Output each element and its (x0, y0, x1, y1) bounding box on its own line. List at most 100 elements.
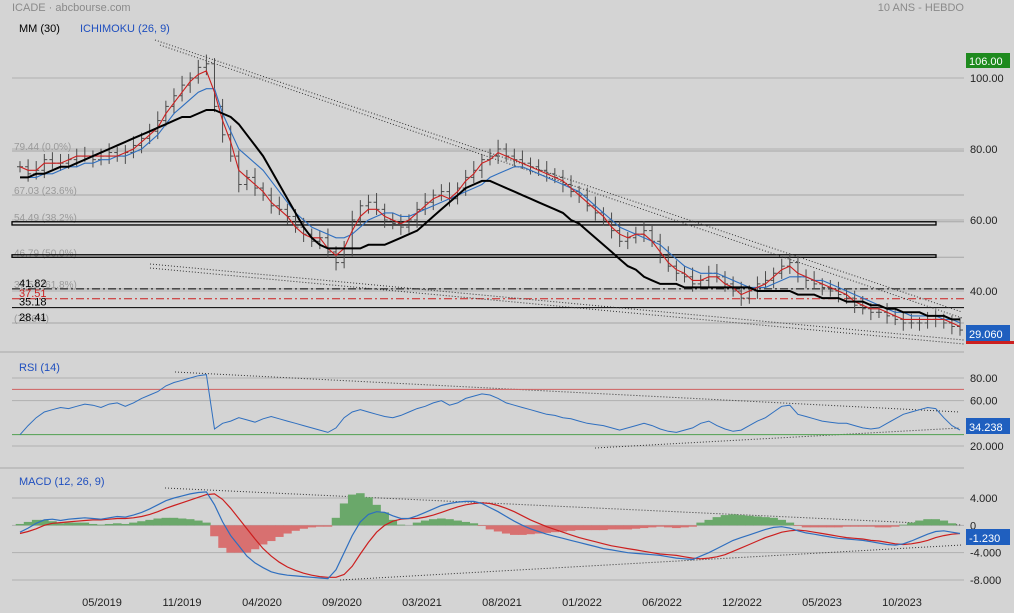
macd-signal-line (19, 493, 961, 578)
macd-tick-label: -4.000 (970, 548, 1001, 560)
mm-legend: MM (30) (19, 23, 60, 35)
macd-histogram-bar (477, 525, 487, 527)
resistance-zone (11, 254, 937, 258)
macd-histogram-bar (550, 525, 560, 533)
macd-histogram-bar (234, 525, 244, 553)
price-tick-label: 60.00 (970, 215, 998, 227)
macd-histogram-bar (631, 525, 641, 529)
macd-histogram-bar (745, 515, 754, 526)
macd-histogram-bar (428, 519, 438, 526)
rsi-title: RSI (14) (19, 362, 60, 374)
macd-histogram-bar (720, 515, 730, 526)
macd-histogram-bar (542, 525, 552, 533)
macd-histogram-bar (534, 525, 543, 534)
macd-histogram-bar (153, 518, 163, 526)
macd-value-badge-bg (966, 529, 1010, 545)
macd-histogram-bar (680, 525, 689, 528)
macd-histogram-bar (615, 525, 624, 530)
macd-histogram-bar (331, 517, 341, 526)
fib-level-label: (78.6%) (14, 314, 49, 325)
macd-histogram-bar (437, 518, 446, 526)
macd-histogram-bar (582, 525, 592, 531)
macd-histogram-bar (323, 525, 333, 527)
x-tick-label: 09/2020 (322, 597, 362, 609)
macd-histogram-bar (129, 522, 138, 526)
macd-histogram-bar (939, 520, 949, 526)
price-tick-label: 100.00 (970, 73, 1004, 85)
macd-histogram-bar (890, 525, 900, 527)
macd-histogram-bar (315, 525, 325, 527)
macd-histogram-bar (469, 523, 479, 526)
rsi-line (19, 374, 961, 436)
rsi-tick-label: 60.00 (970, 396, 998, 408)
macd-histogram-bar (202, 522, 211, 526)
macd-histogram-bar (347, 494, 357, 526)
price-trendline-upper-2 (159, 44, 963, 319)
macd-histogram-bar (412, 522, 422, 526)
x-tick-label: 10/2023 (882, 597, 922, 609)
macd-histogram-bar (858, 525, 868, 527)
macd-histogram-bar (169, 517, 179, 526)
macd-histogram-bar (915, 520, 924, 526)
macd-histogram-bar (80, 522, 90, 526)
macd-histogram-bar (445, 519, 454, 526)
macd-histogram-bar (526, 525, 535, 535)
macd-histogram-bar (672, 525, 681, 529)
price-tick-label: 40.00 (970, 286, 998, 298)
macd-histogram-bar (453, 520, 462, 526)
macd-histogram-bar (898, 524, 908, 526)
macd-histogram-bar (364, 497, 373, 526)
macd-histogram-bar (558, 525, 568, 532)
fib-level-label: 67.03 (23.6%) (14, 186, 77, 197)
macd-histogram-bar (250, 525, 260, 550)
macd-histogram-bar (728, 514, 738, 526)
level-label: 28.41 (19, 312, 47, 324)
macd-histogram-bar (96, 524, 106, 526)
macd-histogram-bar (566, 525, 576, 531)
rsi-value-badge-bg (966, 418, 1010, 434)
macd-histogram-bar (866, 525, 876, 527)
macd-histogram-bar (56, 523, 65, 526)
macd-histogram-bar (193, 520, 203, 526)
macd-histogram-bar (72, 522, 82, 526)
macd-title: MACD (12, 26, 9) (19, 476, 105, 488)
macd-tick-label: 4.000 (970, 493, 998, 505)
macd-histogram-bar (185, 519, 195, 526)
macd-histogram-bar (882, 525, 892, 528)
macd-histogram-bar (258, 525, 268, 545)
macd-histogram-bar (461, 521, 470, 526)
macd-histogram-bar (817, 525, 827, 528)
fib-level-label: 46.79 (50.0%) (14, 248, 77, 259)
macd-value-badge: -1.230 (969, 533, 1000, 545)
macd-histogram-bar (380, 512, 389, 526)
macd-histogram-bar (137, 521, 146, 526)
price-trendline-lower-2 (149, 267, 965, 345)
header-source: ICADE · abcbourse.com (12, 2, 131, 14)
x-tick-label: 06/2022 (642, 597, 682, 609)
macd-histogram-bar (145, 519, 154, 526)
macd-histogram-bar (801, 525, 811, 528)
x-tick-label: 11/2019 (163, 597, 202, 609)
macd-histogram-bar (931, 519, 940, 526)
x-tick-label: 04/2020 (242, 597, 282, 609)
macd-histogram-bar (121, 523, 130, 526)
macd-histogram-bar (307, 525, 317, 528)
x-tick-label: 03/2021 (402, 597, 442, 609)
last-price-badge: 29.060 (969, 329, 1003, 341)
price-trendline-lower (149, 263, 965, 341)
last-price-badge-accent (966, 341, 1014, 344)
macd-histogram-bar (688, 525, 697, 527)
x-tick-label: 01/2022 (562, 597, 602, 609)
macd-histogram-bar (226, 525, 235, 553)
macd-histogram-bar (793, 525, 803, 527)
macd-histogram-bar (218, 525, 227, 548)
macd-histogram-bar (161, 517, 171, 526)
price-trendline-upper (154, 39, 963, 313)
macd-histogram-bar (112, 523, 122, 526)
fib-level-label: 79.44 (0.0%) (14, 142, 71, 153)
macd-histogram-bar (40, 519, 49, 526)
macd-histogram-bar (777, 519, 787, 526)
macd-histogram-bar (591, 525, 600, 531)
macd-histogram-bar (15, 523, 25, 526)
